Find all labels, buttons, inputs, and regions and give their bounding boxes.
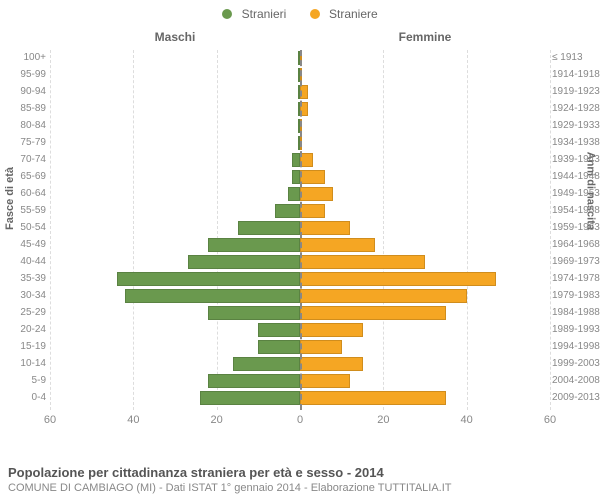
y-label-age: 90-94: [0, 87, 46, 97]
bar-male: [188, 255, 301, 269]
y-label-birth: 1994-1998: [552, 342, 600, 352]
y-label-birth: ≤ 1913: [552, 53, 600, 63]
x-tick-label: 20: [211, 414, 223, 426]
bar-female: [300, 255, 425, 269]
chart-footer: Popolazione per cittadinanza straniera p…: [8, 465, 592, 494]
bar-female: [300, 272, 496, 286]
y-label-birth: 1914-1918: [552, 70, 600, 80]
legend-swatch-male: [222, 9, 232, 19]
bar-male: [292, 170, 300, 184]
y-label-age: 60-64: [0, 189, 46, 199]
legend-label-female: Straniere: [329, 7, 378, 21]
legend: Stranieri Straniere: [0, 6, 600, 21]
y-label-age: 45-49: [0, 240, 46, 250]
chart-subtitle: COMUNE DI CAMBIAGO (MI) - Dati ISTAT 1° …: [8, 482, 592, 494]
bar-male: [288, 187, 301, 201]
y-label-age: 0-4: [0, 393, 46, 403]
y-label-age: 65-69: [0, 172, 46, 182]
bar-female: [300, 238, 375, 252]
y-label-birth: 1974-1978: [552, 274, 600, 284]
y-label-age: 75-79: [0, 138, 46, 148]
bars-area: 6040200204060: [50, 50, 550, 430]
chart-title: Popolazione per cittadinanza straniera p…: [8, 465, 592, 480]
legend-swatch-female: [310, 9, 320, 19]
x-tick-label: 40: [127, 414, 139, 426]
bar-male: [208, 374, 300, 388]
y-label-birth: 1959-1963: [552, 223, 600, 233]
bar-female: [300, 187, 333, 201]
y-label-birth: 1989-1993: [552, 325, 600, 335]
y-label-age: 70-74: [0, 155, 46, 165]
y-label-birth: 1949-1953: [552, 189, 600, 199]
bar-male: [292, 153, 300, 167]
x-tick-label: 40: [461, 414, 473, 426]
bar-male: [258, 340, 300, 354]
y-label-birth: 1954-1958: [552, 206, 600, 216]
column-header-male: Maschi: [50, 30, 300, 48]
y-label-age: 15-19: [0, 342, 46, 352]
y-label-birth: 1999-2003: [552, 359, 600, 369]
bar-female: [300, 357, 363, 371]
y-label-age: 40-44: [0, 257, 46, 267]
x-axis-labels: 6040200204060: [50, 414, 550, 430]
y-label-birth: 1979-1983: [552, 291, 600, 301]
bar-male: [117, 272, 300, 286]
bar-male: [125, 289, 300, 303]
y-label-birth: 1934-1938: [552, 138, 600, 148]
bar-female: [300, 391, 446, 405]
x-tick-label: 0: [297, 414, 303, 426]
y-label-age: 30-34: [0, 291, 46, 301]
y-label-age: 50-54: [0, 223, 46, 233]
bar-female: [300, 204, 325, 218]
y-label-birth: 2004-2008: [552, 376, 600, 386]
y-label-age: 85-89: [0, 104, 46, 114]
legend-label-male: Stranieri: [242, 7, 287, 21]
y-label-birth: 1984-1988: [552, 308, 600, 318]
plot-area: Maschi Femmine 6040200204060: [50, 30, 550, 450]
y-label-age: 35-39: [0, 274, 46, 284]
column-header-female: Femmine: [300, 30, 550, 48]
y-label-age: 10-14: [0, 359, 46, 369]
y-label-birth: 2009-2013: [552, 393, 600, 403]
bar-male: [275, 204, 300, 218]
x-tick-label: 20: [377, 414, 389, 426]
y-label-birth: 1969-1973: [552, 257, 600, 267]
y-label-age: 100+: [0, 53, 46, 63]
bar-male: [258, 323, 300, 337]
y-label-birth: 1964-1968: [552, 240, 600, 250]
population-pyramid-chart: Stranieri Straniere Fasce di età Anni di…: [0, 0, 600, 500]
x-tick-label: 60: [544, 414, 556, 426]
bar-female: [300, 170, 325, 184]
y-axis-labels-birth: ≤ 1913 1914-1918 1919-1923 1924-1928 1929-19…: [552, 50, 600, 410]
bar-male: [208, 238, 300, 252]
bar-male: [238, 221, 301, 235]
y-label-birth: 1919-1923: [552, 87, 600, 97]
y-label-birth: 1924-1928: [552, 104, 600, 114]
y-label-age: 80-84: [0, 121, 46, 131]
bar-female: [300, 374, 350, 388]
y-label-age: 5-9: [0, 376, 46, 386]
y-label-birth: 1929-1933: [552, 121, 600, 131]
bar-male: [200, 391, 300, 405]
bar-female: [300, 221, 350, 235]
y-label-age: 25-29: [0, 308, 46, 318]
bar-male: [208, 306, 300, 320]
y-label-age: 20-24: [0, 325, 46, 335]
bar-female: [300, 340, 342, 354]
y-axis-labels-age: 100+ 95-99 90-94 85-89 80-84 75-79 70-74 65-69 6…: [0, 50, 46, 410]
bar-male: [233, 357, 300, 371]
grid-line: [550, 50, 551, 410]
y-label-birth: 1944-1948: [552, 172, 600, 182]
y-label-age: 95-99: [0, 70, 46, 80]
y-label-age: 55-59: [0, 206, 46, 216]
bar-female: [300, 323, 363, 337]
y-label-birth: 1939-1943: [552, 155, 600, 165]
legend-item-female: Straniere: [310, 6, 378, 21]
x-tick-label: 60: [44, 414, 56, 426]
bar-female: [300, 306, 446, 320]
legend-item-male: Stranieri: [222, 6, 286, 21]
center-axis-line: [300, 50, 302, 410]
bar-female: [300, 289, 467, 303]
